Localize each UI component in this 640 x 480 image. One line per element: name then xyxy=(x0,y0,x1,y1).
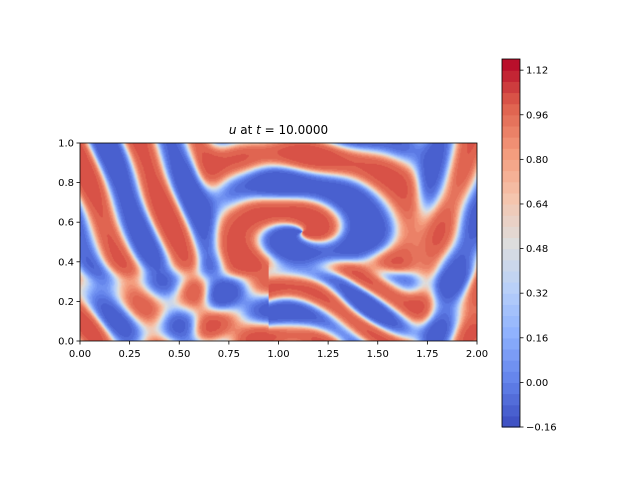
colorbar-level xyxy=(502,103,520,116)
colorbar-tick-label: 0.00 xyxy=(526,378,548,389)
colorbar-level xyxy=(502,371,520,383)
colorbar-level xyxy=(502,181,520,194)
colorbar-tick-label: 0.64 xyxy=(526,199,548,210)
colorbar-level xyxy=(502,393,520,406)
colorbar-level xyxy=(502,92,520,105)
colorbar-level xyxy=(502,404,520,417)
chart-title: u at t = 10.0000 xyxy=(229,123,328,137)
y-axis: 0.0 0.2 0.4 0.6 0.8 1.0 xyxy=(58,139,80,348)
colorbar-level xyxy=(502,226,520,239)
colorbar-level xyxy=(502,170,520,183)
colorbar-level xyxy=(502,282,520,294)
colorbar-level xyxy=(502,203,520,216)
colorbar-levels xyxy=(502,59,520,428)
colorbar-tick-label: 0.48 xyxy=(526,244,548,255)
colorbar-level xyxy=(502,248,520,261)
colorbar-tick-label: 0.32 xyxy=(526,289,548,300)
colorbar-frame xyxy=(501,58,521,428)
colorbar-axis: −0.16 0.00 0.16 0.32 0.48 0.64 0.80 0.96 1.12 xyxy=(520,66,557,434)
y-tick-label: 0.4 xyxy=(58,257,74,268)
colorbar-level xyxy=(502,137,520,149)
colorbar-level xyxy=(502,360,520,372)
y-tick-label: 0.6 xyxy=(58,218,74,229)
colorbar-level xyxy=(502,125,520,138)
colorbar-level xyxy=(502,114,520,127)
x-tick-label: 1.25 xyxy=(317,349,339,360)
heatmap-field xyxy=(80,143,477,341)
x-tick-label: 1.50 xyxy=(367,349,389,360)
colorbar-level xyxy=(502,59,520,71)
colorbar-level xyxy=(502,148,520,160)
colorbar-tick-label: 0.96 xyxy=(526,110,548,121)
colorbar-level xyxy=(502,259,520,272)
colorbar-level xyxy=(502,70,520,82)
y-tick-label: 0.0 xyxy=(58,337,74,348)
x-tick-label: 0.75 xyxy=(218,349,240,360)
colorbar-level xyxy=(502,304,520,317)
x-tick-label: 0.25 xyxy=(118,349,140,360)
colorbar-level xyxy=(502,192,520,205)
colorbar-level xyxy=(502,81,520,94)
colorbar: −0.16 0.00 0.16 0.32 0.48 0.64 0.80 0.96 1.12 xyxy=(501,58,557,434)
y-tick-label: 0.2 xyxy=(58,297,74,308)
colorbar-level xyxy=(502,159,520,172)
x-tick-label: 1.00 xyxy=(267,349,289,360)
colorbar-level xyxy=(502,293,520,305)
colorbar-level xyxy=(502,337,520,350)
x-tick-label: 0.00 xyxy=(69,349,91,360)
x-tick-label: 1.75 xyxy=(416,349,438,360)
colorbar-level xyxy=(502,215,520,227)
x-axis: 0.00 0.25 0.50 0.75 1.00 1.25 1.50 1.75 2.00 xyxy=(69,341,488,360)
colorbar-level xyxy=(502,415,520,428)
colorbar-level xyxy=(502,237,520,250)
y-tick-label: 0.8 xyxy=(58,178,74,189)
colorbar-level xyxy=(502,270,520,283)
y-tick-label: 1.0 xyxy=(58,139,74,150)
x-tick-label: 0.50 xyxy=(168,349,190,360)
colorbar-tick-label: −0.16 xyxy=(526,423,557,434)
plot-area xyxy=(79,142,478,342)
colorbar-level xyxy=(502,326,520,339)
colorbar-level xyxy=(502,348,520,361)
colorbar-level xyxy=(502,382,520,395)
colorbar-level xyxy=(502,315,520,328)
colorbar-tick-label: 1.12 xyxy=(526,66,548,77)
colorbar-tick-label: 0.16 xyxy=(526,333,548,344)
x-tick-label: 2.00 xyxy=(466,349,488,360)
colorbar-tick-label: 0.80 xyxy=(526,155,548,166)
